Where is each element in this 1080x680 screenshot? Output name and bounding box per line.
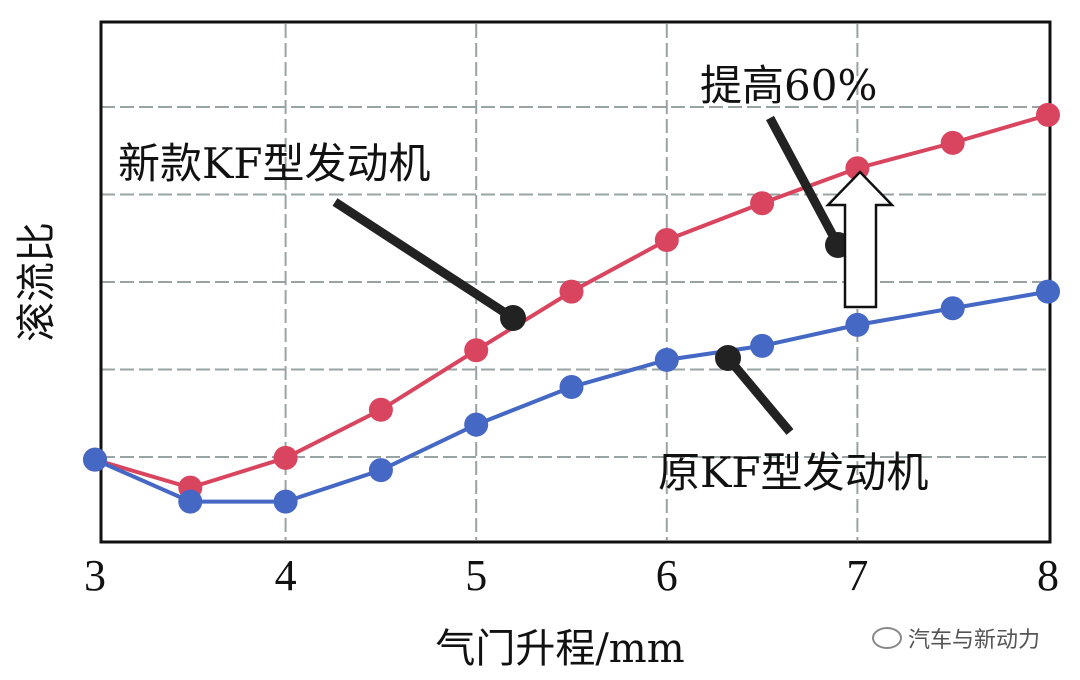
data-point bbox=[368, 458, 393, 483]
annotation-new-engine: 新款KF型发动机 bbox=[118, 139, 431, 188]
data-point bbox=[464, 338, 489, 363]
data-point bbox=[178, 489, 203, 514]
grid bbox=[101, 24, 1050, 540]
x-tick-label: 6 bbox=[656, 551, 678, 600]
annotation-increase: 提高60% bbox=[700, 61, 877, 110]
data-point bbox=[273, 489, 298, 514]
x-tick-label: 3 bbox=[84, 551, 106, 600]
data-point bbox=[654, 347, 679, 372]
wechat-icon bbox=[871, 627, 902, 649]
data-point bbox=[83, 447, 107, 472]
data-point bbox=[273, 445, 298, 470]
data-point bbox=[1036, 102, 1060, 127]
callout-dot-new bbox=[500, 305, 526, 331]
series-layer bbox=[83, 102, 1060, 514]
data-point bbox=[940, 130, 965, 155]
callout-line-new bbox=[332, 198, 516, 322]
watermark-text: 汽车与新动力 bbox=[907, 628, 1040, 653]
x-tick-label: 7 bbox=[846, 551, 868, 600]
x-axis-label: 气门升程/mm bbox=[435, 626, 684, 672]
data-point bbox=[750, 333, 775, 358]
series-old-engine bbox=[83, 279, 1060, 514]
y-axis-label: 滚流比 bbox=[14, 222, 60, 342]
data-point bbox=[368, 397, 393, 422]
data-point bbox=[845, 312, 870, 337]
callout-line-old bbox=[724, 355, 794, 435]
x-tick-label: 8 bbox=[1037, 551, 1059, 600]
data-point bbox=[559, 375, 584, 399]
up-arrow-icon bbox=[825, 170, 895, 309]
data-point bbox=[559, 279, 584, 304]
annotation-old-engine: 原KF型发动机 bbox=[658, 448, 929, 497]
data-point bbox=[750, 191, 775, 216]
x-tick-labels: 3 4 5 6 7 8 bbox=[84, 551, 1059, 600]
data-point bbox=[1036, 279, 1060, 304]
watermark: 汽车与新动力 bbox=[871, 622, 1040, 654]
data-point bbox=[940, 296, 965, 321]
data-point bbox=[464, 412, 489, 437]
x-tick-label: 4 bbox=[275, 551, 297, 600]
x-tick-label: 5 bbox=[465, 551, 487, 600]
callout-dot-old bbox=[715, 345, 741, 371]
callout-line-increase bbox=[766, 115, 842, 248]
data-point bbox=[654, 228, 679, 252]
